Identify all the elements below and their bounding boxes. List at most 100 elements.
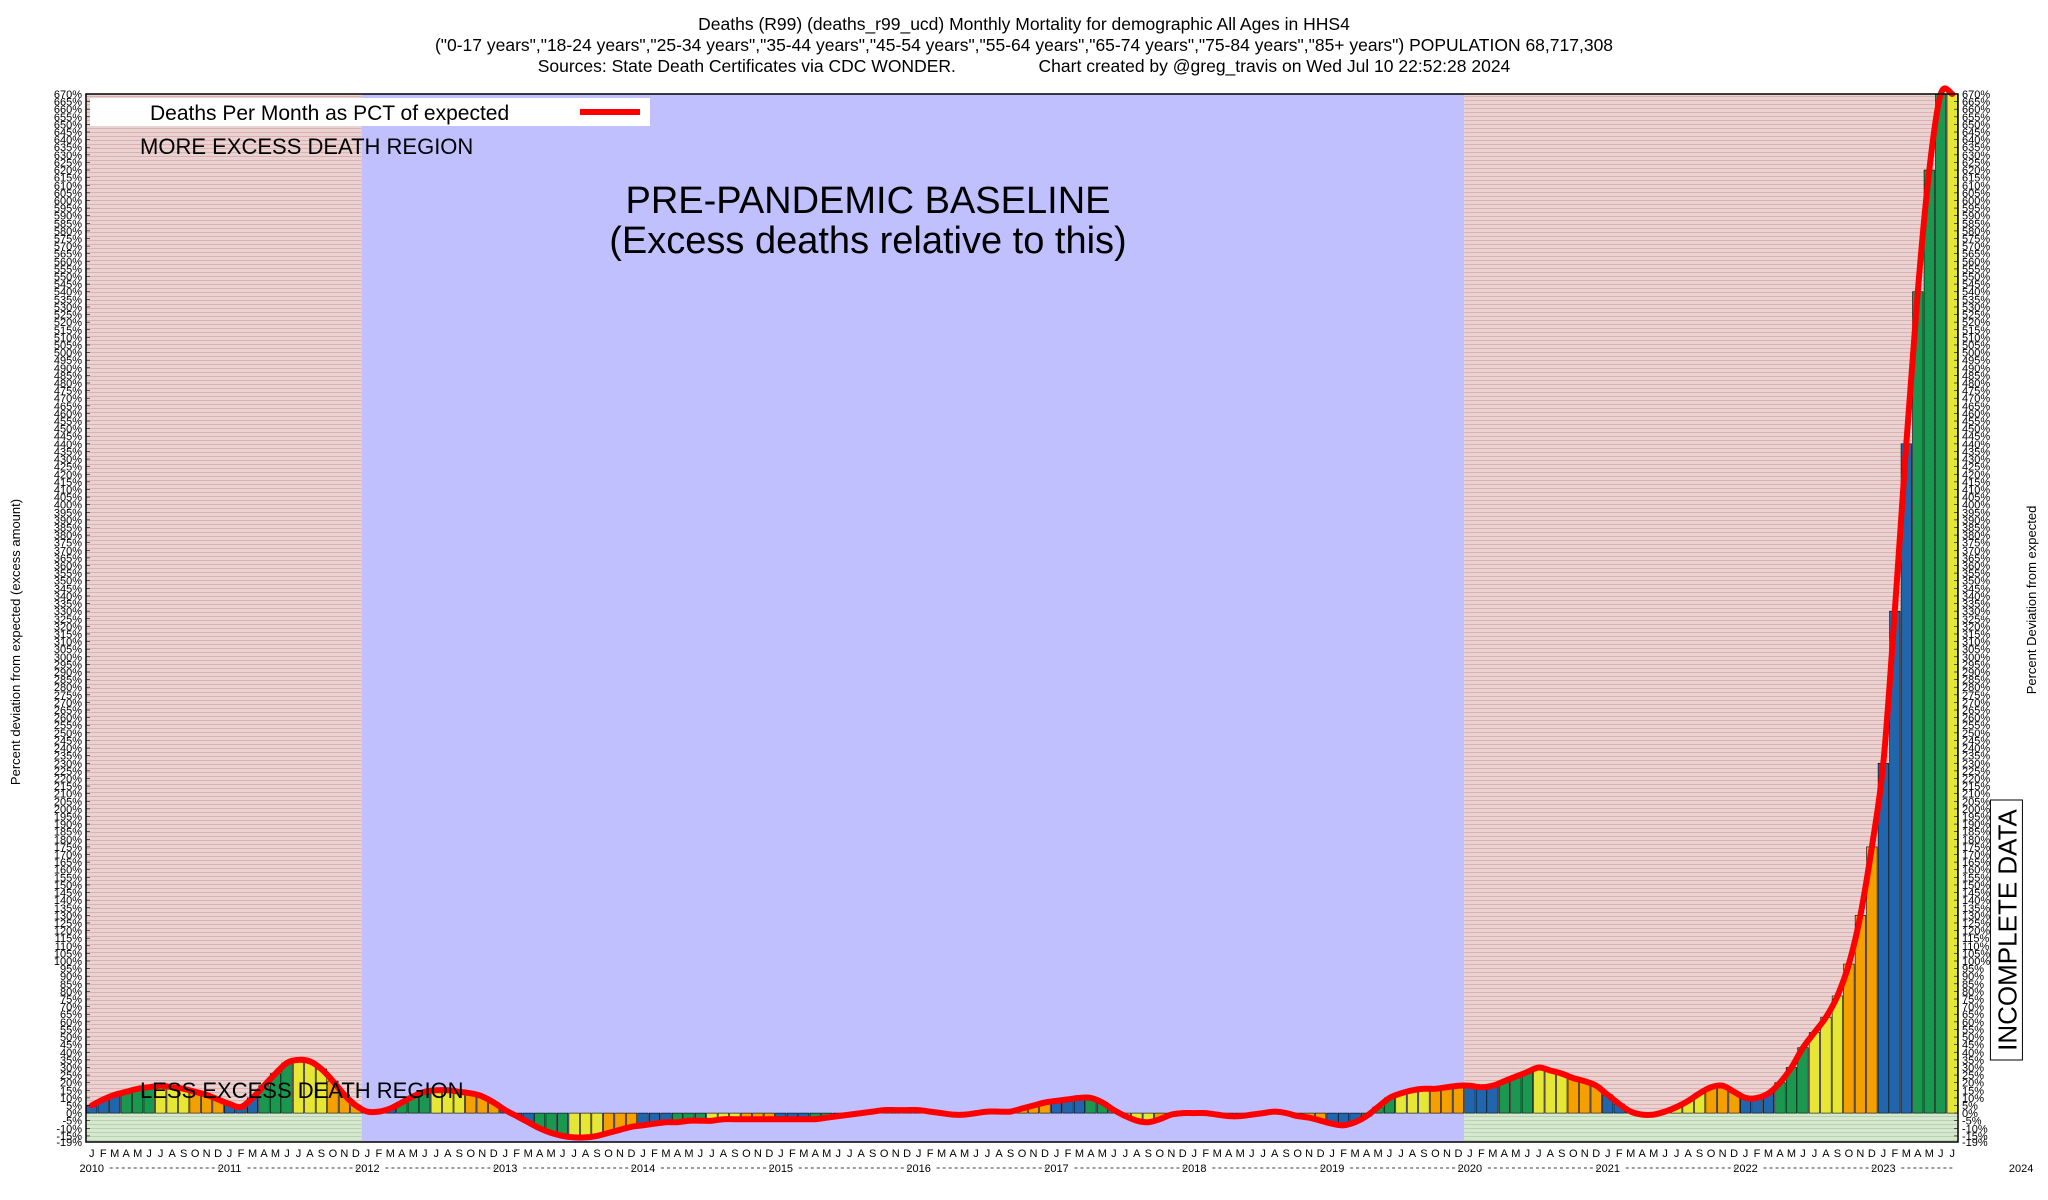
y-tick-label-left: 430%: [54, 454, 82, 466]
bar: [1429, 1088, 1441, 1114]
y-tick-label-right: 155%: [1962, 872, 1990, 884]
pct-expected-line: [88, 85, 1956, 1141]
y-tick-label-left: 155%: [54, 872, 82, 884]
y-tick-label-right: 655%: [1962, 112, 1990, 124]
y-tick-label-left: 600%: [54, 195, 82, 207]
y-tick-label-left: 20%: [60, 1078, 82, 1090]
y-tick-label-left: 245%: [54, 735, 82, 747]
y-tick-label-left: 425%: [54, 462, 82, 474]
y-tick-label-right: 335%: [1962, 599, 1990, 611]
y-tick-label-right: 80%: [1962, 986, 1984, 998]
y-tick-label-left: -15%: [56, 1131, 82, 1143]
bar: [1464, 1085, 1476, 1114]
y-tick-label-left: 610%: [54, 180, 82, 192]
y-tick-label-left: 470%: [54, 393, 82, 405]
y-tick-label-right: 445%: [1962, 431, 1990, 443]
x-month-label: O: [1018, 1148, 1027, 1160]
x-month-label: O: [1293, 1148, 1302, 1160]
y-tick-label-right: 350%: [1962, 576, 1990, 588]
y-tick-label-right: 475%: [1962, 386, 1990, 398]
y-tick-label-left: 135%: [54, 903, 82, 915]
y-tick-label-left: 585%: [54, 218, 82, 230]
y-tick-label-left: 560%: [54, 256, 82, 268]
x-month-label: S: [1834, 1148, 1841, 1160]
x-month-label: A: [398, 1148, 406, 1160]
left-y-axis: -19%-15%-10%-5%0%5%10%15%20%25%30%35%40%…: [54, 89, 90, 1149]
y-tick-label-right: 385%: [1962, 522, 1990, 534]
y-tick-label-right: 440%: [1962, 439, 1990, 451]
y-tick-label-left: 120%: [54, 926, 82, 938]
y-tick-label-left: 670%: [54, 89, 82, 101]
y-tick-label-right: 610%: [1962, 180, 1990, 192]
x-year-label: 2020: [1458, 1163, 1482, 1175]
y-tick-label-left: 235%: [54, 751, 82, 763]
more-excess-annotation: MORE EXCESS DEATH REGION: [140, 134, 473, 159]
x-month-label: N: [616, 1148, 624, 1160]
y-tick-label-right: 190%: [1962, 819, 1990, 831]
excess-region-pre: [86, 94, 362, 1114]
y-tick-label-right: 660%: [1962, 104, 1990, 116]
y-tick-label-right: 640%: [1962, 135, 1990, 147]
y-tick-label-left: 15%: [60, 1085, 82, 1097]
x-month-label: F: [1616, 1148, 1623, 1160]
x-month-label: N: [892, 1148, 900, 1160]
bar: [1912, 291, 1924, 1114]
x-month-label: F: [1202, 1148, 1209, 1160]
x-month-label: O: [1845, 1148, 1854, 1160]
x-month-label: M: [1488, 1148, 1497, 1160]
y-tick-label-left: 355%: [54, 568, 82, 580]
y-tick-label-left: 595%: [54, 203, 82, 215]
x-month-label: O: [1431, 1148, 1440, 1160]
y-tick-label-right: -10%: [1962, 1123, 1988, 1135]
y-tick-label-left: 395%: [54, 507, 82, 519]
x-year-label: 2014: [631, 1163, 655, 1175]
bar: [1923, 169, 1935, 1114]
y-tick-label-right: -19%: [1962, 1137, 1988, 1149]
y-tick-label-left: 485%: [54, 370, 82, 382]
y-tick-label-left: 105%: [54, 948, 82, 960]
y-tick-label-right: 100%: [1962, 956, 1990, 968]
y-tick-label-left: 455%: [54, 416, 82, 428]
y-tick-label-right: 295%: [1962, 659, 1990, 671]
y-tick-label-left: 460%: [54, 408, 82, 420]
x-month-label: O: [329, 1148, 338, 1160]
y-tick-label-left: 290%: [54, 667, 82, 679]
x-month-label: J: [698, 1148, 704, 1160]
x-month-label: O: [1707, 1148, 1716, 1160]
x-month-label: J: [560, 1148, 566, 1160]
y-tick-label-left: 465%: [54, 401, 82, 413]
y-tick-label-right: 580%: [1962, 226, 1990, 238]
y-tick-label-left: 5%: [66, 1100, 82, 1112]
x-month-label: A: [123, 1148, 131, 1160]
x-month-label: J: [1938, 1148, 1944, 1160]
bar: [1579, 1080, 1591, 1114]
baseline-annotation-line-2: (Excess deaths relative to this): [609, 220, 1126, 262]
x-month-label: D: [1868, 1148, 1876, 1160]
x-month-label: J: [1800, 1148, 1806, 1160]
x-month-label: S: [593, 1148, 600, 1160]
y-tick-label-left: 650%: [54, 119, 82, 131]
y-tick-label-left: 295%: [54, 659, 82, 671]
y-tick-label-left: 545%: [54, 279, 82, 291]
x-month-label: F: [1065, 1148, 1072, 1160]
y-tick-label-left: 35%: [60, 1055, 82, 1067]
x-month-label: J: [422, 1148, 428, 1160]
y-tick-label-left: 505%: [54, 340, 82, 352]
x-month-label: M: [1350, 1148, 1359, 1160]
x-month-label: A: [260, 1148, 268, 1160]
x-month-label: J: [1662, 1148, 1668, 1160]
y-tick-label-left: 130%: [54, 910, 82, 922]
y-tick-label-left: 50%: [60, 1032, 82, 1044]
y-tick-label-right: 105%: [1962, 948, 1990, 960]
y-tick-label-left: 250%: [54, 728, 82, 740]
y-tick-label-left: 630%: [54, 150, 82, 162]
x-month-label: A: [1822, 1148, 1830, 1160]
x-month-label: F: [651, 1148, 658, 1160]
x-month-label: A: [1776, 1148, 1784, 1160]
y-tick-label-right: 565%: [1962, 249, 1990, 261]
y-tick-label-right: 160%: [1962, 865, 1990, 877]
y-tick-label-right: 75%: [1962, 994, 1984, 1006]
y-tick-label-left: 140%: [54, 895, 82, 907]
baseline-annotation-line-1: PRE-PANDEMIC BASELINE: [626, 180, 1111, 222]
y-tick-label-right: 375%: [1962, 538, 1990, 550]
